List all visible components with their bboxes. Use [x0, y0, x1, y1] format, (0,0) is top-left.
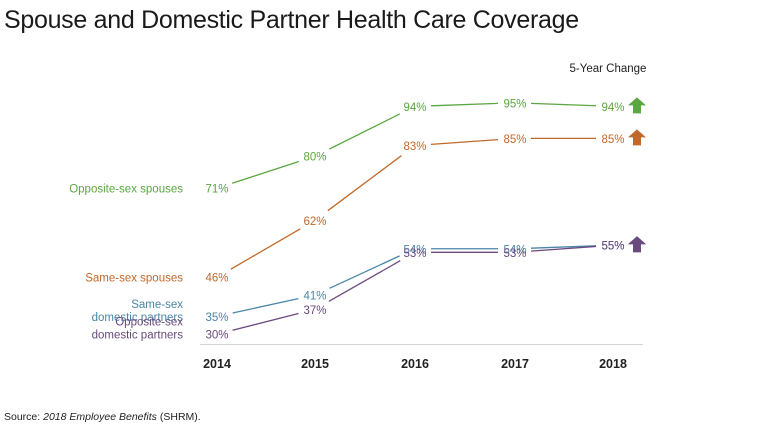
opposite-sex-spouses-value-2018: 94%: [601, 102, 624, 114]
opposite-sex-spouses-segment-1: [232, 160, 300, 184]
same-sex-domestic-partners-segment-1: [232, 298, 299, 314]
same-sex-spouses-value-2015: 62%: [303, 216, 326, 228]
opposite-sex-spouses-value-2017: 95%: [503, 98, 526, 110]
x-tick-label-2016: 2016: [401, 357, 429, 371]
same-sex-spouses-value-2018: 85%: [601, 134, 624, 146]
change-header: 5-Year Change: [570, 63, 647, 75]
opposite-sex-domestic-partners-value-2014: 30%: [205, 330, 228, 342]
opposite-sex-spouses-value-2016: 94%: [403, 102, 426, 114]
same-sex-domestic-partners-value-2018: 55%: [601, 241, 624, 253]
opposite-sex-domestic-partners-segment-4: [530, 245, 597, 252]
same-sex-spouses-series-label: Same-sex spouses: [85, 273, 183, 285]
opposite-sex-spouses-segment-2: [329, 113, 401, 150]
same-sex-domestic-partners-value-2017: 54%: [503, 244, 526, 256]
same-sex-spouses-value-2016: 83%: [403, 141, 426, 153]
same-sex-domestic-partners-segment-4: [530, 245, 597, 249]
opposite-sex-domestic-partners-series-label-line-2: domestic partners: [92, 330, 184, 342]
chart-title: Spouse and Domestic Partner Health Care …: [4, 6, 579, 34]
x-tick-label-2017: 2017: [501, 357, 529, 371]
source-publication: 2018 Employee Benefits: [43, 411, 157, 423]
same-sex-spouses-segment-3: [430, 138, 499, 146]
x-tick-label-2015: 2015: [301, 357, 329, 371]
same-sex-spouses-change-up-arrow-icon: [628, 129, 646, 146]
same-sex-domestic-partners-value-2015: 41%: [303, 291, 326, 303]
opposite-sex-spouses-segment-4: [530, 102, 597, 107]
opposite-sex-domestic-partners-value-2018: 55%: [601, 241, 624, 253]
opposite-sex-domestic-partners-series-label: Opposite-sex domestic partners: [92, 317, 184, 342]
same-sex-spouses-segment-2: [327, 155, 402, 212]
opposite-sex-domestic-partners-value-2015: 37%: [303, 305, 326, 317]
same-sex-spouses-series-label-line-1: Same-sex spouses: [85, 273, 183, 285]
same-sex-domestic-partners-value-2014: 35%: [205, 312, 228, 324]
opposite-sex-domestic-partners-value-2017: 53%: [503, 248, 526, 260]
source-note: Source: 2018 Employee Benefits (SHRM).: [4, 411, 201, 423]
x-tick-label-2014: 2014: [203, 357, 231, 371]
opposite-sex-spouses-series-label: Opposite-sex spouses: [69, 184, 183, 196]
same-sex-domestic-partners-segment-2: [329, 255, 400, 289]
same-sex-spouses-value-2017: 85%: [503, 134, 526, 146]
opposite-sex-spouses-change-up-arrow-icon: [628, 97, 646, 114]
same-sex-domestic-partners-series-label: Same-sex domestic partners: [92, 299, 184, 324]
same-sex-domestic-partners-series-label-line-1: Same-sex: [131, 299, 183, 311]
same-sex-domestic-partners-value-2016: 54%: [403, 244, 426, 256]
opposite-sex-spouses-value-2014: 71%: [205, 184, 228, 196]
same-sex-spouses-segment-1: [230, 228, 301, 270]
opposite-sex-spouses-value-2015: 80%: [303, 152, 326, 164]
opposite-sex-domestic-partners-value-2016: 53%: [403, 248, 426, 260]
source-suffix: (SHRM).: [156, 411, 201, 423]
opposite-sex-domestic-partners-series-label-line-1: Opposite-sex: [115, 317, 183, 329]
opposite-sex-domestic-partners-change-up-arrow-icon: [628, 236, 646, 253]
same-sex-spouses-value-2014: 46%: [205, 273, 228, 285]
opposite-sex-domestic-partners-segment-1: [232, 312, 299, 331]
same-sex-domestic-partners-series-label-line-2: domestic partners: [92, 312, 184, 324]
source-prefix: Source:: [4, 411, 44, 423]
opposite-sex-domestic-partners-segment-2: [328, 260, 401, 302]
x-tick-label-2018: 2018: [599, 357, 627, 371]
opposite-sex-spouses-segment-3: [430, 102, 499, 107]
opposite-sex-spouses-series-label-line-1: Opposite-sex spouses: [69, 184, 183, 196]
